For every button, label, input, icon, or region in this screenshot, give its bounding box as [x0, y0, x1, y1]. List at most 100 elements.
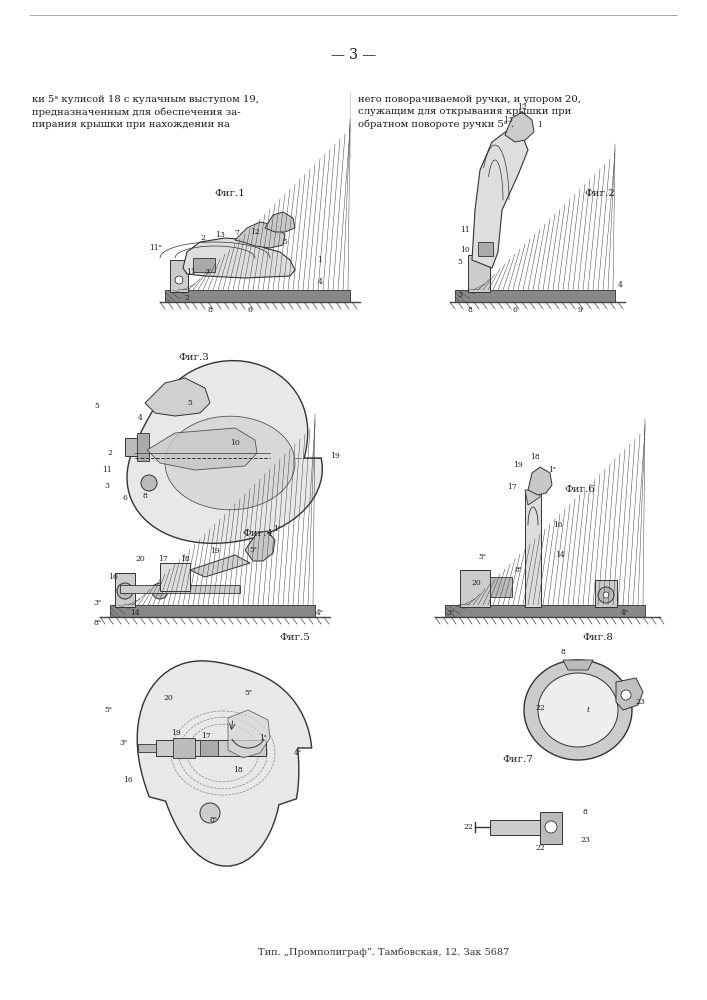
Bar: [125, 438, 147, 456]
Bar: [525, 490, 541, 607]
Bar: [120, 585, 240, 593]
Text: 16: 16: [108, 573, 118, 581]
Bar: [193, 258, 215, 272]
Polygon shape: [245, 531, 275, 561]
Text: 8ᵃ: 8ᵃ: [209, 816, 217, 824]
Text: 2: 2: [201, 234, 206, 242]
Text: 1: 1: [317, 256, 322, 264]
Text: 4ᵃ: 4ᵃ: [621, 609, 629, 617]
Polygon shape: [137, 661, 312, 866]
Circle shape: [175, 276, 183, 284]
Text: 7: 7: [235, 229, 240, 237]
Text: 14: 14: [555, 551, 565, 559]
Polygon shape: [505, 112, 534, 142]
Text: 18: 18: [233, 766, 243, 774]
Polygon shape: [235, 222, 285, 248]
Polygon shape: [265, 212, 295, 232]
Text: 5: 5: [283, 238, 288, 246]
Bar: [173, 738, 195, 758]
Bar: [490, 577, 512, 597]
Bar: [156, 740, 266, 756]
Bar: [110, 605, 315, 617]
Text: 5: 5: [187, 399, 192, 407]
Text: 10: 10: [230, 439, 240, 447]
Text: 16: 16: [553, 521, 563, 529]
Bar: [595, 580, 617, 607]
Circle shape: [152, 583, 168, 599]
Text: 8ᵃ: 8ᵃ: [514, 566, 522, 574]
Circle shape: [200, 803, 220, 823]
Text: Фиг.5: Фиг.5: [279, 634, 310, 643]
Text: 4: 4: [138, 414, 142, 422]
Text: Фиг.1: Фиг.1: [214, 188, 245, 198]
Polygon shape: [525, 490, 540, 505]
Text: 8ᵃ: 8ᵃ: [93, 619, 101, 627]
Text: 1: 1: [537, 121, 542, 129]
Circle shape: [603, 592, 609, 598]
Text: 8: 8: [467, 306, 472, 314]
Text: 17: 17: [201, 732, 211, 740]
Text: 6: 6: [122, 494, 127, 502]
Circle shape: [545, 821, 557, 833]
Ellipse shape: [524, 660, 632, 760]
Circle shape: [598, 587, 614, 603]
Text: 3: 3: [204, 268, 209, 276]
Polygon shape: [183, 238, 295, 278]
Polygon shape: [472, 130, 528, 268]
Text: 8: 8: [143, 492, 148, 500]
Text: 14: 14: [130, 609, 140, 617]
Polygon shape: [127, 361, 322, 543]
Polygon shape: [190, 555, 250, 577]
Bar: [460, 570, 490, 607]
Text: 20: 20: [135, 555, 145, 563]
Text: 22: 22: [463, 823, 473, 831]
Circle shape: [621, 690, 631, 700]
Text: 11ᵃ: 11ᵃ: [148, 244, 161, 252]
Text: 13: 13: [503, 116, 513, 124]
Text: t: t: [586, 706, 590, 714]
Text: 6: 6: [247, 306, 252, 314]
Circle shape: [141, 475, 157, 491]
Bar: [478, 242, 493, 256]
Text: 18: 18: [180, 555, 190, 563]
Text: 11: 11: [186, 268, 196, 276]
Text: 12: 12: [250, 228, 260, 236]
Text: 4: 4: [617, 281, 622, 289]
Text: Тип. „Промполиграф“. Тамбовская, 12. Зак 5687: Тип. „Промполиграф“. Тамбовская, 12. Зак…: [258, 947, 509, 957]
Text: Фиг.8: Фиг.8: [583, 634, 614, 643]
Text: 17: 17: [158, 555, 168, 563]
Polygon shape: [228, 710, 270, 758]
Text: 5ᵃ: 5ᵃ: [249, 546, 257, 554]
Text: Фиг.6: Фиг.6: [565, 486, 595, 494]
Text: 11: 11: [102, 466, 112, 474]
Text: 3ᵃ: 3ᵃ: [446, 609, 454, 617]
Text: 6: 6: [513, 306, 518, 314]
Bar: [170, 260, 188, 292]
Circle shape: [122, 588, 128, 594]
Text: 5: 5: [457, 258, 462, 266]
Text: 16: 16: [123, 776, 133, 784]
Text: 1ᵃ: 1ᵃ: [273, 525, 281, 533]
Text: Фиг.3: Фиг.3: [178, 354, 209, 362]
Text: 12: 12: [517, 103, 527, 111]
Bar: [540, 812, 562, 844]
Bar: [490, 820, 540, 835]
Text: 5ᵃ: 5ᵃ: [104, 706, 112, 714]
Text: 3: 3: [105, 482, 110, 490]
Bar: [137, 433, 149, 461]
Circle shape: [117, 583, 133, 599]
Text: 19: 19: [513, 461, 523, 469]
Text: 3ᵃ: 3ᵃ: [119, 739, 127, 747]
Text: Фиг.7: Фиг.7: [503, 756, 534, 764]
Text: — 3 —: — 3 —: [331, 48, 376, 62]
Text: 19: 19: [171, 729, 181, 737]
Text: 20: 20: [163, 694, 173, 702]
Bar: [445, 605, 645, 617]
Circle shape: [157, 588, 163, 594]
Text: 17: 17: [507, 483, 517, 491]
Text: 2: 2: [185, 294, 189, 302]
Text: 4ᵃ: 4ᵃ: [294, 749, 302, 757]
Text: 20: 20: [471, 579, 481, 587]
Polygon shape: [528, 467, 552, 495]
Text: Фиг.4: Фиг.4: [243, 530, 274, 538]
